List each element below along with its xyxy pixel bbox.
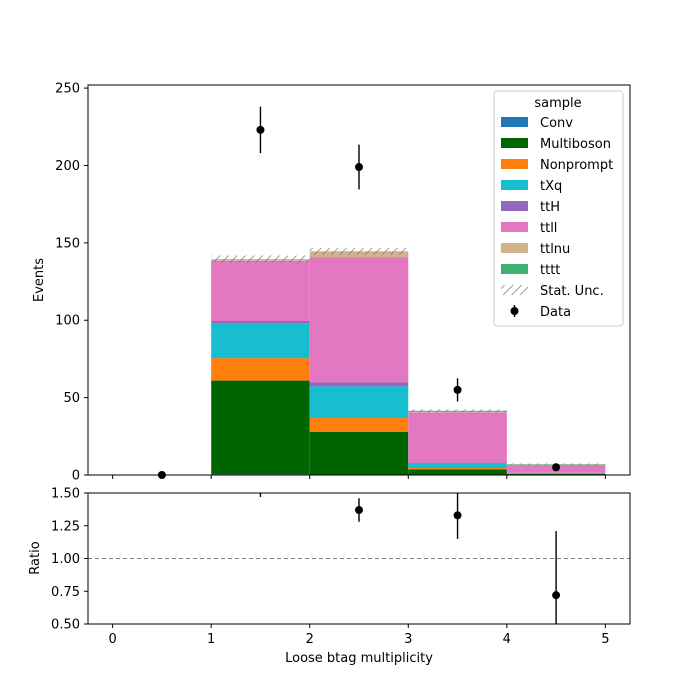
bar-txq-bin-3 [506, 472, 606, 474]
legend-swatch-nonprompt [501, 159, 528, 169]
legend-swatch-tth [501, 201, 528, 211]
ratio-y-label: Ratio [28, 541, 43, 574]
legend-label-ttll: ttll [540, 221, 557, 236]
x-tick-label-1: 1 [207, 632, 215, 647]
bar-nonprompt-bin-2 [408, 468, 507, 470]
ratio-point-2 [453, 511, 462, 520]
x-axis-label: Loose btag multiplicity [285, 651, 433, 666]
ratio-panel: 0.50 0.75 1.00 1.25 1.50 0 1 2 3 4 5 Ratio Loose … [28, 480, 631, 666]
x-tick-label-4: 4 [503, 632, 511, 647]
stat-unc-band-bin-1 [309, 247, 409, 255]
ratio-point-1 [355, 506, 363, 515]
ratio-y-tick-label-1.00: 1.00 [51, 552, 80, 567]
ratio-point-3 [552, 591, 561, 600]
bar-tth-bin-0 [211, 321, 310, 324]
legend-items: Conv Multiboson Nonprompt tXq ttH ttll ttlnu tt… [501, 116, 613, 320]
legend-label-data: Data [540, 305, 571, 320]
main-y-label: Events [32, 258, 47, 302]
x-tick-label-0: 0 [108, 632, 116, 647]
ratio-y-tick-label-0.50: 0.50 [51, 618, 80, 633]
data-points [157, 106, 561, 479]
bar-ttll-bin-2 [408, 412, 507, 463]
bar-ttll-bin-0 [211, 260, 310, 322]
main-panel: 0 50 100 150 200 250 Events [32, 82, 631, 484]
legend-label-conv: Conv [540, 116, 573, 131]
bar-tth-bin-2 [408, 462, 507, 464]
data-point-1 [256, 125, 265, 134]
legend-label-multiboson: Multiboson [540, 137, 611, 152]
main-frame [87, 84, 631, 476]
ratio-y-ticks: 0.50 0.75 1.00 1.25 1.50 [51, 487, 88, 633]
main-y-tick-label-200: 200 [55, 159, 80, 174]
main-y-tick-label-100: 100 [55, 314, 80, 329]
x-tick-label-5: 5 [601, 632, 609, 647]
legend: sample Conv Multiboson Nonprompt tXq ttH ttll… [493, 90, 624, 327]
legend-swatch-txq [501, 180, 528, 190]
ratio-points [256, 480, 561, 624]
bar-nonprompt-bin-0 [211, 358, 310, 381]
ratio-y-tick-label-1.50: 1.50 [51, 487, 80, 502]
data-point-4 [552, 463, 561, 472]
main-x-ticks [112, 475, 606, 479]
legend-label-txq: tXq [540, 179, 562, 194]
main-y-tick-label-250: 250 [55, 82, 80, 97]
stat-unc-band-bin-2 [408, 409, 507, 413]
bar-txq-bin-0 [211, 323, 310, 359]
legend-label-ttlnu: ttlnu [540, 242, 570, 257]
main-y-tick-label-50: 50 [63, 391, 80, 406]
legend-swatch-conv [501, 117, 528, 127]
bar-multiboson-bin-1 [309, 431, 409, 475]
bar-txq-bin-2 [408, 463, 507, 469]
bar-ttll-bin-1 [309, 257, 409, 383]
data-point-2 [355, 163, 363, 172]
bar-tth-bin-1 [309, 382, 409, 387]
legend-label-tth: ttH [540, 200, 560, 215]
x-tick-label-3: 3 [404, 632, 412, 647]
main-y-tick-label-150: 150 [55, 236, 80, 251]
legend-swatch-tttt [501, 264, 528, 274]
legend-swatch-multiboson [501, 138, 528, 148]
data-point-3 [453, 385, 462, 394]
x-tick-label-2: 2 [306, 632, 314, 647]
legend-swatch-stat-unc- [501, 285, 528, 295]
stacked-bars [211, 251, 606, 475]
ratio-x-ticks: 0 1 2 3 4 5 [108, 624, 610, 647]
legend-title: sample [534, 96, 581, 111]
bar-multiboson-bin-3 [506, 473, 606, 475]
stat-unc-band-bin-0 [211, 255, 310, 263]
main-y-tick-label-0: 0 [72, 469, 80, 484]
legend-label-tttt: tttt [540, 263, 560, 278]
legend-swatch-ttll [501, 222, 528, 232]
legend-swatch-ttlnu [501, 243, 528, 253]
bar-multiboson-bin-2 [408, 469, 507, 475]
bar-nonprompt-bin-1 [309, 418, 409, 432]
legend-label-stat-unc-: Stat. Unc. [540, 284, 604, 299]
legend-label-nonprompt: Nonprompt [540, 158, 613, 173]
bar-txq-bin-1 [309, 386, 409, 419]
ratio-y-tick-label-0.75: 0.75 [51, 585, 80, 600]
ratio-point-0 [256, 480, 264, 488]
main-y-ticks: 0 50 100 150 200 250 [55, 82, 88, 484]
ratio-y-tick-label-1.25: 1.25 [51, 519, 80, 534]
legend-data-marker [510, 307, 519, 315]
bar-multiboson-bin-0 [211, 380, 310, 475]
